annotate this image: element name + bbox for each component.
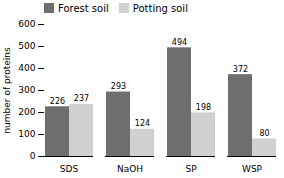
- svg-text:124: 124: [135, 119, 150, 128]
- svg-text:500: 500: [18, 41, 35, 51]
- svg-text:600: 600: [18, 19, 35, 29]
- html-text:Potting soil: Potting soil: [132, 2, 188, 14]
- svg-text:293: 293: [111, 82, 126, 91]
- svg-text:494: 494: [172, 38, 187, 47]
- svg-text:226: 226: [50, 97, 65, 106]
- svg-text:100: 100: [18, 129, 35, 139]
- svg-text:237: 237: [74, 94, 89, 103]
- svg-text:200: 200: [18, 107, 35, 117]
- svg-text:80: 80: [259, 129, 269, 138]
- svg-text:WSP: WSP: [242, 164, 263, 174]
- svg-text:400: 400: [18, 63, 35, 73]
- svg-text:0: 0: [30, 151, 36, 161]
- svg-text:SDS: SDS: [60, 164, 79, 174]
- svg-text:SP: SP: [185, 164, 197, 174]
- svg-text:number of proteins: number of proteins: [2, 47, 12, 134]
- svg-text:300: 300: [18, 85, 35, 95]
- html-text:Forest soil: Forest soil: [58, 2, 109, 14]
- svg-text:372: 372: [233, 65, 248, 74]
- svg-text:198: 198: [196, 103, 211, 112]
- svg-text:NaOH: NaOH: [117, 164, 143, 174]
